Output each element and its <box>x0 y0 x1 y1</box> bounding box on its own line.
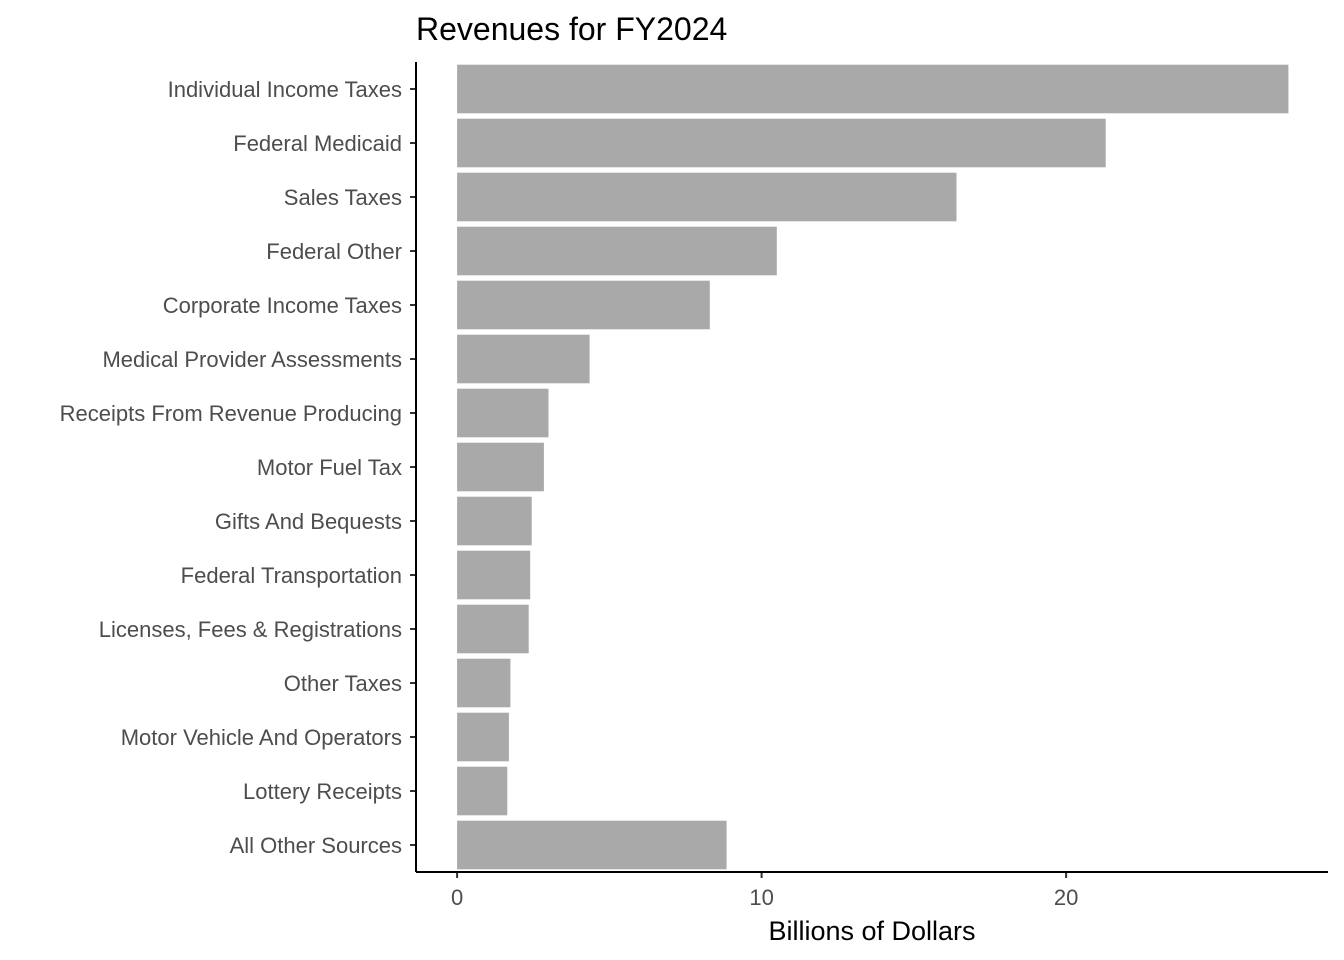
category-label-sales-taxes: Sales Taxes <box>284 185 402 210</box>
category-label-federal-other: Federal Other <box>266 239 402 264</box>
bar-licenses-fees-registrations <box>457 604 529 654</box>
chart-title: Revenues for FY2024 <box>416 11 727 47</box>
bar-gifts-and-bequests <box>457 496 532 546</box>
category-label-other-taxes: Other Taxes <box>284 671 402 696</box>
bar-federal-other <box>457 226 777 276</box>
bar-federal-medicaid <box>457 118 1106 168</box>
x-axis-ticks: 0 10 20 <box>451 872 1078 910</box>
bar-motor-vehicle-and-operators <box>457 712 509 762</box>
x-axis-title: Billions of Dollars <box>768 916 975 946</box>
category-label-motor-vehicle-and-operators: Motor Vehicle And Operators <box>121 725 402 750</box>
category-label-federal-transportation: Federal Transportation <box>181 563 402 588</box>
category-label-all-other-sources: All Other Sources <box>230 833 402 858</box>
category-label-individual-income-taxes: Individual Income Taxes <box>168 77 402 102</box>
bar-all-other-sources <box>457 820 727 870</box>
category-label-corporate-income-taxes: Corporate Income Taxes <box>163 293 402 318</box>
x-tick-label-20: 20 <box>1054 885 1078 910</box>
bar-receipts-from-revenue-producing <box>457 388 549 438</box>
category-label-medical-provider-assessments: Medical Provider Assessments <box>102 347 402 372</box>
bar-sales-taxes <box>457 172 957 222</box>
bar-individual-income-taxes <box>457 64 1289 114</box>
category-label-gifts-and-bequests: Gifts And Bequests <box>215 509 402 534</box>
bar-lottery-receipts <box>457 766 508 816</box>
bar-other-taxes <box>457 658 511 708</box>
bar-medical-provider-assessments <box>457 334 590 384</box>
bars-layer <box>457 64 1289 870</box>
category-label-licenses-fees-registrations: Licenses, Fees & Registrations <box>99 617 402 642</box>
category-labels: Individual Income Taxes Federal Medicaid S… <box>60 77 416 858</box>
category-label-receipts-from-revenue-producing: Receipts From Revenue Producing <box>60 401 402 426</box>
bar-corporate-income-taxes <box>457 280 710 330</box>
category-label-lottery-receipts: Lottery Receipts <box>243 779 402 804</box>
category-label-federal-medicaid: Federal Medicaid <box>233 131 402 156</box>
bar-motor-fuel-tax <box>457 442 544 492</box>
bar-federal-transportation <box>457 550 531 600</box>
category-label-motor-fuel-tax: Motor Fuel Tax <box>257 455 402 480</box>
x-tick-label-0: 0 <box>451 885 463 910</box>
x-tick-label-10: 10 <box>749 885 773 910</box>
